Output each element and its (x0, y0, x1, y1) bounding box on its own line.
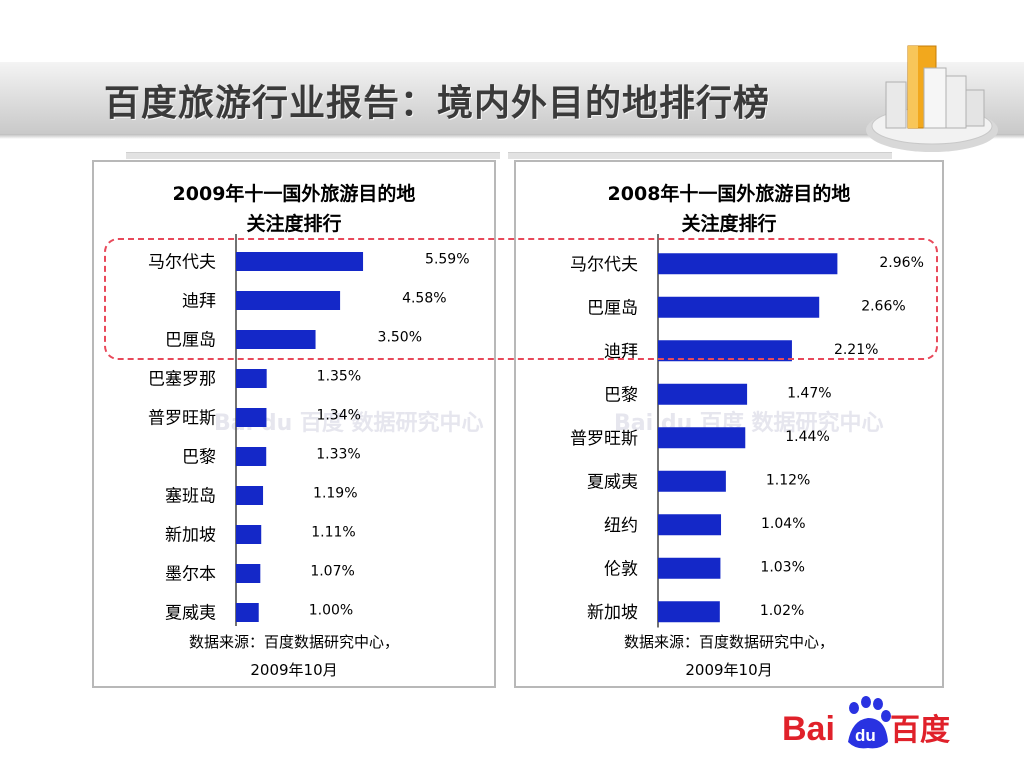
category-label: 新加坡 (587, 603, 638, 623)
category-label: 巴厘岛 (587, 298, 638, 318)
bar (658, 601, 720, 623)
category-label: 塞班岛 (165, 487, 216, 507)
data-label: 1.34% (316, 408, 360, 424)
bar (236, 291, 341, 310)
title-band-shadow (0, 134, 1024, 139)
bar (236, 408, 267, 427)
bar (658, 557, 721, 579)
source-line-2: 2009年10月 (250, 661, 338, 679)
bar (236, 525, 262, 544)
data-label: 1.33% (316, 447, 360, 463)
data-label: 1.11% (311, 525, 355, 541)
slide-title: 百度旅游行业报告：境内外目的地排行榜 (104, 83, 771, 124)
data-label: 2.21% (834, 342, 878, 358)
category-label: 纽约 (604, 516, 638, 536)
data-label: 1.35% (317, 369, 361, 385)
source-note-2009: 数据来源：百度数据研究中心， 2009年10月 (94, 628, 494, 684)
category-label: 伦敦 (604, 559, 638, 579)
logo-text-cn: 百度 (890, 713, 950, 748)
category-label: 迪拜 (182, 292, 216, 312)
data-label: 1.19% (313, 486, 357, 502)
category-label: 巴塞罗那 (148, 370, 216, 390)
source-note-2008: 数据来源：百度数据研究中心， 2009年10月 (516, 628, 942, 684)
category-label: 马尔代夫 (148, 253, 216, 273)
chart-panel-2008: 2008年十一国外旅游目的地 关注度排行 Bai du 百度 数据研究中心 马尔代夫 2… (514, 160, 944, 688)
bar (236, 369, 267, 388)
watermark: Bai du 百度 数据研究中心 (614, 410, 884, 436)
data-label: 1.44% (785, 429, 829, 445)
bar (236, 330, 316, 349)
bar (658, 383, 748, 405)
bar (658, 253, 838, 275)
bar (236, 564, 261, 583)
category-label: 巴厘岛 (165, 331, 216, 351)
data-label: 2.66% (861, 298, 905, 314)
baidu-logo-icon: Bai du 百度 (782, 696, 950, 749)
category-label: 巴黎 (182, 448, 216, 468)
paw-icon (848, 696, 891, 749)
bar (236, 252, 364, 271)
bar (658, 427, 746, 449)
data-label: 5.59% (425, 252, 469, 268)
data-label: 1.07% (310, 564, 354, 580)
data-label: 3.50% (378, 330, 422, 346)
bar (658, 470, 726, 492)
category-label: 墨尔本 (165, 565, 216, 585)
category-label: 夏威夷 (165, 604, 216, 624)
bar (236, 486, 264, 505)
category-label: 普罗旺斯 (148, 409, 216, 429)
chart-panel-2009: 2009年十一国外旅游目的地 关注度排行 Bai du 百度 数据研究中心 马尔代夫 5… (92, 160, 496, 688)
category-label: 迪拜 (604, 342, 638, 362)
data-label: 1.02% (760, 603, 804, 619)
panel-top-decoration-left (126, 152, 500, 159)
logo-text-latin: Bai (782, 710, 835, 748)
data-label: 1.03% (760, 559, 804, 575)
data-label: 1.47% (787, 385, 831, 401)
title-band (0, 62, 1024, 134)
bar (658, 296, 820, 318)
chart-title-line-1: 2009年十一国外旅游目的地 (173, 182, 416, 205)
category-label: 普罗旺斯 (570, 429, 638, 449)
category-label: 马尔代夫 (570, 255, 638, 275)
data-label: 4.58% (402, 291, 446, 307)
panel-top-decoration-right (508, 152, 892, 159)
data-label: 2.96% (879, 255, 923, 271)
category-label: 新加坡 (165, 526, 216, 546)
source-line-1: 数据来源：百度数据研究中心， (188, 633, 399, 651)
bar (658, 340, 792, 362)
data-label: 1.04% (761, 516, 805, 532)
chart-title-line-2: 关注度排行 (246, 212, 341, 235)
top3-highlight-box (104, 238, 938, 360)
chart-title-line-1: 2008年十一国外旅游目的地 (608, 182, 851, 205)
category-label: 巴黎 (604, 385, 638, 405)
bar (236, 603, 259, 622)
bar (658, 514, 722, 536)
category-label: 夏威夷 (587, 472, 638, 492)
logo-text-paw: du (855, 726, 876, 745)
data-label: 1.12% (766, 472, 810, 488)
data-label: 1.00% (309, 603, 353, 619)
source-line-1: 数据来源：百度数据研究中心， (623, 633, 834, 651)
chart-title-line-2: 关注度排行 (681, 212, 776, 235)
corner-bar-graphic-icon (866, 45, 998, 152)
source-line-2: 2009年10月 (685, 661, 773, 679)
bar (236, 447, 267, 466)
